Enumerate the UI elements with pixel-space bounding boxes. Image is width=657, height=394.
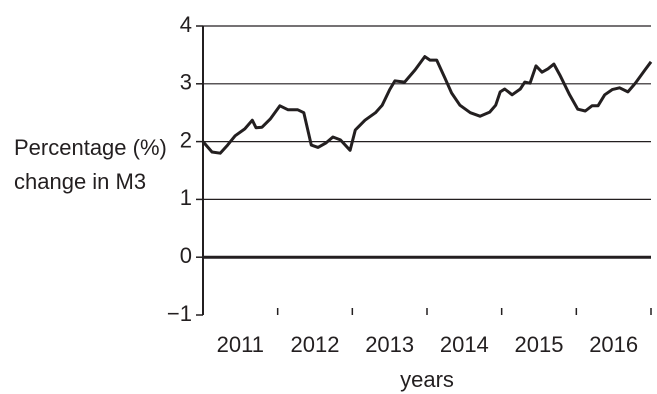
y-tick-label: 4 bbox=[180, 12, 192, 37]
y-tick-label: 1 bbox=[180, 185, 192, 210]
x-tick-label: 2013 bbox=[365, 332, 414, 357]
x-tick-label: 2012 bbox=[291, 332, 340, 357]
y-tick-label: 2 bbox=[180, 127, 192, 152]
x-tick-label: 2011 bbox=[217, 332, 264, 357]
x-tick-label: 2015 bbox=[515, 332, 564, 357]
y-axis-label: Percentage (%) change in M3 bbox=[14, 135, 167, 194]
x-tick-label: 2014 bbox=[440, 332, 489, 357]
x-tick-label: 2016 bbox=[589, 332, 638, 357]
y-tick-label: −1 bbox=[167, 301, 192, 326]
y-tick-label: 3 bbox=[180, 70, 192, 95]
data-line bbox=[201, 55, 653, 155]
y-tick-label: 0 bbox=[180, 243, 192, 268]
x-axis-label: years bbox=[400, 367, 454, 392]
